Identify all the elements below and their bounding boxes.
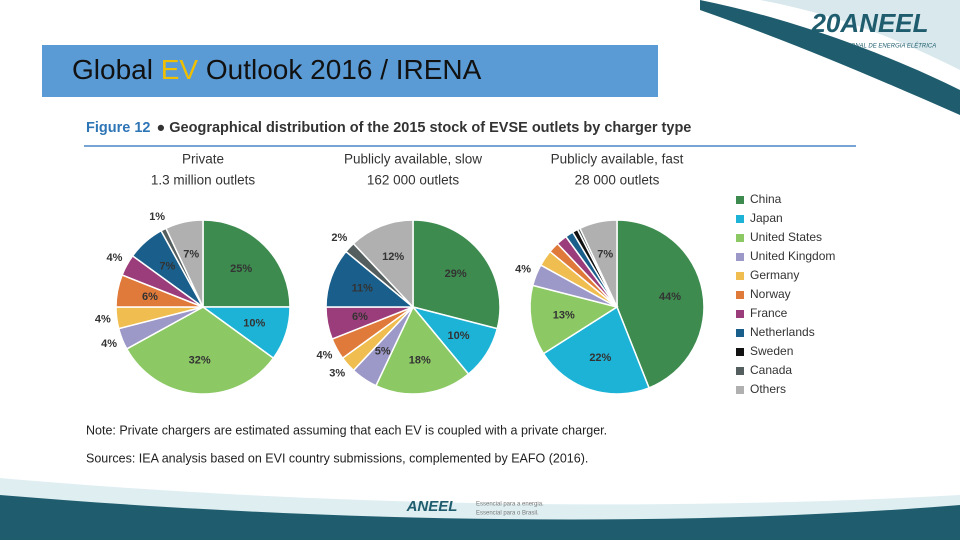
swoosh-top [700, 0, 960, 115]
slice-label: 22% [589, 352, 611, 364]
pie-title: Publicly available, slow [344, 152, 482, 167]
pie-subtitle: 28 000 outlets [575, 173, 660, 188]
pie-slice [412, 219, 501, 330]
swoosh-bottom [0, 495, 960, 540]
note: Note: Private chargers are estimated ass… [86, 423, 607, 437]
legend-swatch [736, 234, 744, 242]
slice-label: 4% [317, 350, 333, 362]
slice-label: 2% [331, 232, 347, 244]
pie-slice [578, 219, 618, 308]
legend-swatch [736, 348, 744, 356]
pie-subtitle: 1.3 million outlets [151, 173, 256, 188]
slice-label: 3% [329, 368, 345, 380]
legend-swatch [736, 253, 744, 261]
slice-label: 1% [149, 211, 165, 223]
legend-swatch [736, 291, 744, 299]
figure-text: ● Geographical distribution of the 2015 … [156, 120, 691, 136]
slice-label: 10% [243, 318, 265, 330]
slice-label: 11% [352, 283, 374, 295]
slice-label: 5% [375, 346, 391, 358]
legend-label: Canada [750, 363, 792, 377]
slice-label: 44% [659, 291, 681, 303]
slice-label: 7% [183, 248, 199, 260]
slice-label: 32% [189, 355, 211, 367]
logo-bottom-sub: Essencial para a energia. [476, 502, 544, 508]
pie-slice [164, 219, 204, 308]
slice-label: 4% [95, 314, 111, 326]
logo-top: 20ANEEL [810, 8, 928, 38]
legend-label: France [750, 306, 788, 320]
legend-label: Germany [750, 268, 799, 282]
slice-label: 4% [101, 338, 117, 350]
legend-label: United States [750, 230, 822, 244]
title-part: Outlook 2016 / IRENA [198, 54, 482, 85]
pie-slice [529, 284, 619, 355]
title-part: Global [72, 54, 161, 85]
title-part: EV [161, 54, 199, 85]
sources: Sources: IEA analysis based on EVI count… [86, 451, 588, 465]
slice-label: 7% [597, 248, 613, 260]
pie-subtitle: 162 000 outlets [367, 173, 460, 188]
slice-label: 7% [159, 260, 175, 272]
legend-swatch [736, 310, 744, 318]
slice-label: 6% [352, 311, 368, 323]
legend-swatch [736, 386, 744, 394]
pie-title: Private [182, 152, 224, 167]
legend-label: United Kingdom [750, 249, 835, 263]
figure-label: Figure 12 [86, 120, 150, 136]
slice-label: 4% [515, 264, 531, 276]
legend-label: Japan [750, 211, 783, 225]
legend-label: Norway [750, 287, 791, 301]
slice-label: 25% [230, 263, 252, 275]
pie-slice [542, 305, 651, 395]
legend-swatch [736, 329, 744, 337]
slide-title: Global EV Outlook 2016 / IRENA [72, 54, 482, 85]
slice-label: 29% [445, 268, 467, 280]
pie-slice [374, 305, 470, 395]
logo-bottom: ANEEL [406, 498, 458, 515]
pie-slice [352, 219, 414, 309]
swoosh-top-light [760, 0, 960, 70]
slice-label: 10% [448, 330, 470, 342]
pie-slice [202, 219, 291, 308]
slice-label: 18% [409, 354, 431, 366]
figure-caption: Figure 12 ● Geographical distribution of … [86, 120, 691, 136]
pie-slice [125, 306, 275, 395]
legend-label: China [750, 192, 782, 206]
logo-top-sub: AGÊNCIA NACIONAL DE ENERGIA ELÉTRICA [807, 42, 936, 50]
legend-swatch [736, 272, 744, 280]
legend-label: Others [750, 382, 786, 396]
slice-label: 12% [382, 251, 404, 263]
pie-slice [616, 219, 705, 389]
logo-bottom-sub: Essencial para o Brasil. [476, 511, 539, 517]
legend-label: Sweden [750, 344, 793, 358]
slice-label: 6% [142, 291, 158, 303]
pie-title: Publicly available, fast [551, 152, 684, 167]
legend-swatch [736, 367, 744, 375]
legend-label: Netherlands [750, 325, 815, 339]
slice-label: 13% [553, 309, 575, 321]
title-box [42, 45, 658, 97]
legend-swatch [736, 196, 744, 204]
legend-swatch [736, 215, 744, 223]
slice-label: 4% [107, 252, 123, 264]
